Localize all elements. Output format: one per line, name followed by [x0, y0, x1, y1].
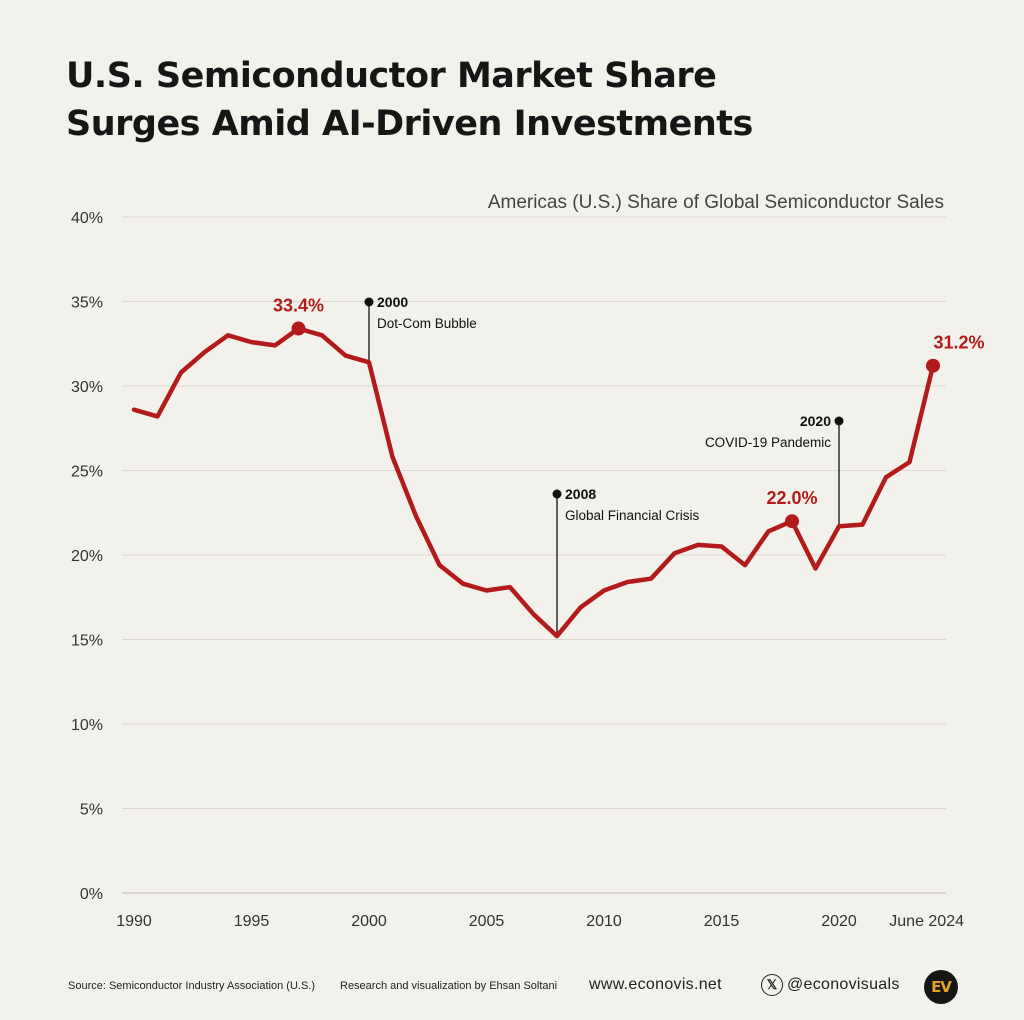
annotation-year: 2020: [800, 413, 831, 429]
gridlines: [122, 216, 946, 894]
y-tick-label: 10%: [71, 717, 103, 734]
chart-subtitle: Americas (U.S.) Share of Global Semicond…: [488, 192, 944, 213]
source-text: Source: Semiconductor Industry Associati…: [68, 980, 315, 992]
highlighted-points: 33.4% 22.0% 31.2%: [273, 296, 985, 529]
title-line-1: U.S. Semiconductor Market Share: [66, 56, 717, 96]
chart-title: U.S. Semiconductor Market Share Surges A…: [66, 52, 966, 148]
annotation-2008: 2008 Global Financial Crisis: [552, 486, 700, 637]
y-tick-label: 15%: [71, 633, 103, 650]
data-label: 22.0%: [766, 488, 817, 508]
annotation-event: COVID-19 Pandemic: [705, 435, 831, 450]
annotation-event: Global Financial Crisis: [565, 508, 700, 523]
y-axis-ticks: 0% 5% 10% 15% 20% 25% 30% 35% 40%: [71, 210, 103, 903]
x-tick-label: 1995: [234, 913, 270, 930]
series-line: [131, 326, 936, 639]
y-tick-label: 0%: [80, 886, 103, 903]
annotation-year: 2000: [377, 294, 408, 310]
series-layer: [131, 326, 936, 639]
data-label: 31.2%: [933, 333, 984, 353]
website-link[interactable]: www.econovis.net: [589, 976, 722, 993]
annotation-dot: [364, 297, 374, 307]
y-tick-label: 35%: [71, 295, 103, 312]
x-tick-label: 2010: [586, 913, 622, 930]
y-tick-label: 25%: [71, 464, 103, 481]
x-tick-label: 2005: [469, 913, 505, 930]
x-tick-label: 1990: [116, 913, 152, 930]
title-line-2: Surges Amid AI-Driven Investments: [66, 104, 753, 144]
x-tick-label: 2000: [351, 913, 387, 930]
annotation-dot: [552, 489, 562, 499]
y-tick-label: 20%: [71, 548, 103, 565]
annotation-year: 2008: [565, 486, 596, 502]
footer: Source: Semiconductor Industry Associati…: [0, 966, 1024, 1006]
annotation-event: Dot-Com Bubble: [377, 316, 477, 331]
y-tick-label: 30%: [71, 379, 103, 396]
x-tick-label: 2015: [704, 913, 740, 930]
x-tick-label: 2020: [821, 913, 857, 930]
social-handle[interactable]: @econovisuals: [787, 976, 900, 993]
highlight-point: [785, 514, 799, 529]
annotation-2000: 2000 Dot-Com Bubble: [364, 294, 477, 363]
ev-logo-icon: EV: [924, 970, 958, 1004]
highlight-point: [291, 321, 306, 336]
y-tick-label: 5%: [80, 802, 103, 819]
x-axis-ticks: 1990 1995 2000 2005 2010 2015 2020 June 2024: [116, 913, 964, 930]
data-label: 33.4%: [273, 296, 324, 316]
event-annotations: 2000 Dot-Com Bubble 2008 Global Financial C…: [364, 294, 844, 637]
annotation-2020: 2020 COVID-19 Pandemic: [705, 413, 844, 527]
highlight-point: [926, 358, 940, 373]
credit-text: Research and visualization by Ehsan Solt…: [340, 980, 558, 992]
y-tick-label: 40%: [71, 210, 103, 227]
annotation-dot: [834, 416, 844, 426]
x-tick-label: June 2024: [889, 913, 964, 930]
x-logo-icon[interactable]: 𝕏: [761, 974, 783, 996]
